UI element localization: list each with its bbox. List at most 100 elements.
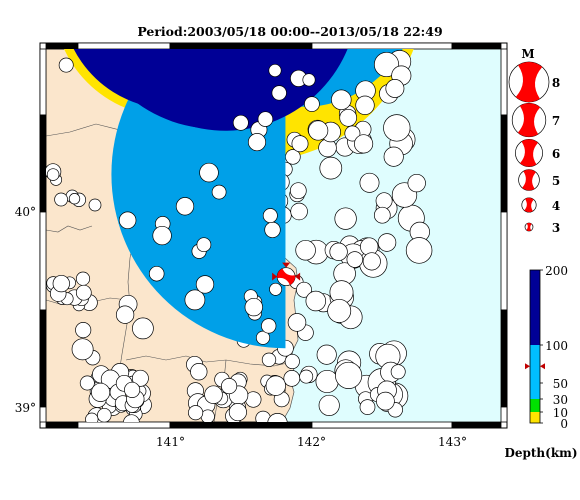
magnitude-legend-label: 3	[552, 221, 560, 235]
event-beachball	[289, 182, 307, 200]
event-beachball	[257, 111, 274, 127]
event-beachball	[385, 79, 405, 98]
event-beachball	[334, 207, 357, 230]
depth-tick-label: 30	[553, 393, 568, 407]
event-beachball	[175, 197, 195, 216]
event-beachball	[331, 89, 352, 111]
magnitude-legend-symbol	[518, 169, 540, 191]
magnitude-legend-label: 6	[552, 147, 560, 161]
map-title: Period:2003/05/18 00:00--2013/05/18 22:4…	[137, 24, 443, 39]
event-beachball	[362, 252, 381, 271]
axis-labels: 141° 142° 143° 40° 39°	[15, 205, 467, 449]
event-beachball	[405, 237, 433, 264]
event-beachball	[376, 391, 395, 411]
depth-tick-label: 0	[560, 417, 568, 431]
event-beachball	[344, 125, 361, 142]
depth-color-band	[530, 270, 540, 345]
depth-color-band	[530, 345, 540, 399]
event-beachball	[373, 206, 391, 224]
event-beachball	[255, 330, 271, 345]
event-beachball	[304, 96, 320, 112]
depth-bar-outline	[529, 269, 541, 424]
event-beachball	[232, 114, 249, 131]
magnitude-legend-symbol	[508, 61, 550, 103]
event-beachball	[285, 149, 301, 165]
highlight-arrow-top	[282, 262, 291, 268]
magnitude-legend-label: 7	[552, 114, 560, 128]
depth-tick-label: 10	[553, 406, 568, 420]
lat-tick-label: 39°	[15, 401, 36, 415]
event-beachball	[184, 289, 206, 311]
event-beachball	[327, 298, 352, 323]
event-beachball	[354, 134, 374, 154]
lon-tick-label: 141°	[156, 435, 185, 449]
magnitude-legend: M 8 7 6 5 4 3	[508, 47, 560, 235]
depth-color-band	[530, 399, 540, 412]
magnitude-legend-symbol	[524, 222, 534, 232]
event-beachball	[305, 290, 327, 312]
event-beachball	[261, 352, 277, 367]
event-beachball	[359, 172, 380, 193]
depth-tick-label: 100	[545, 339, 568, 353]
event-beachball	[199, 162, 219, 183]
event-beachball	[290, 202, 308, 221]
event-beachball	[407, 173, 426, 193]
event-beachball	[284, 353, 300, 370]
event-beachball	[75, 49, 319, 339]
event-beachball	[268, 63, 282, 78]
event-beachball	[335, 361, 363, 389]
highlight-event[interactable]	[272, 262, 301, 287]
event-beachball	[329, 242, 348, 261]
event-beachball	[295, 239, 316, 261]
event-beachball	[58, 57, 74, 73]
event-beachball	[152, 225, 172, 246]
event-beachball	[346, 251, 364, 268]
event-beachball	[118, 211, 137, 230]
depth-tick-label: 200	[545, 264, 568, 278]
event-beachball	[355, 95, 375, 115]
event-beachball	[244, 297, 263, 317]
depth-marker-left	[525, 363, 530, 370]
magnitude-legend-header: M	[521, 47, 534, 61]
event-beachball	[359, 399, 376, 415]
event-beachball	[269, 282, 283, 296]
event-beachball	[308, 120, 329, 141]
event-beachball	[316, 344, 337, 365]
event-beachball	[383, 146, 404, 167]
magnitude-legend-label: 5	[552, 174, 560, 188]
event-beachball	[291, 135, 309, 153]
magnitude-legend-label: 4	[552, 199, 560, 213]
event-beachball	[377, 233, 397, 252]
event-beachball	[296, 281, 312, 298]
event-beachball	[287, 313, 307, 332]
event-beachball	[319, 156, 343, 180]
depth-color-band	[530, 412, 540, 423]
depth-marker-right	[540, 363, 545, 370]
event-beachball	[247, 133, 267, 152]
event-beachball	[318, 394, 340, 416]
magnitude-legend-symbol	[521, 197, 537, 213]
lon-tick-label: 143°	[438, 435, 467, 449]
lon-tick-label: 142°	[297, 435, 326, 449]
depth-tick-label: 50	[553, 377, 568, 391]
magnitude-legend-symbol	[515, 139, 543, 167]
map-border-scale	[39, 42, 508, 429]
highlight-beachball	[276, 267, 296, 287]
event-beachball	[339, 108, 358, 127]
event-beachball	[390, 364, 406, 380]
event-beachball	[299, 369, 314, 384]
magnitude-legend-label: 8	[552, 76, 560, 90]
earthquake-events	[46, 49, 433, 422]
event-beachball	[261, 318, 277, 334]
highlight-arrow-right	[295, 272, 301, 281]
depth-legend-title: Depth(km)	[504, 446, 577, 460]
magnitude-legend-symbol	[511, 102, 547, 138]
event-beachball	[271, 85, 287, 101]
event-beachball	[302, 73, 316, 87]
event-beachball	[211, 184, 227, 200]
event-beachball	[383, 114, 411, 142]
lat-tick-label: 40°	[15, 205, 36, 219]
event-beachball	[262, 208, 278, 224]
